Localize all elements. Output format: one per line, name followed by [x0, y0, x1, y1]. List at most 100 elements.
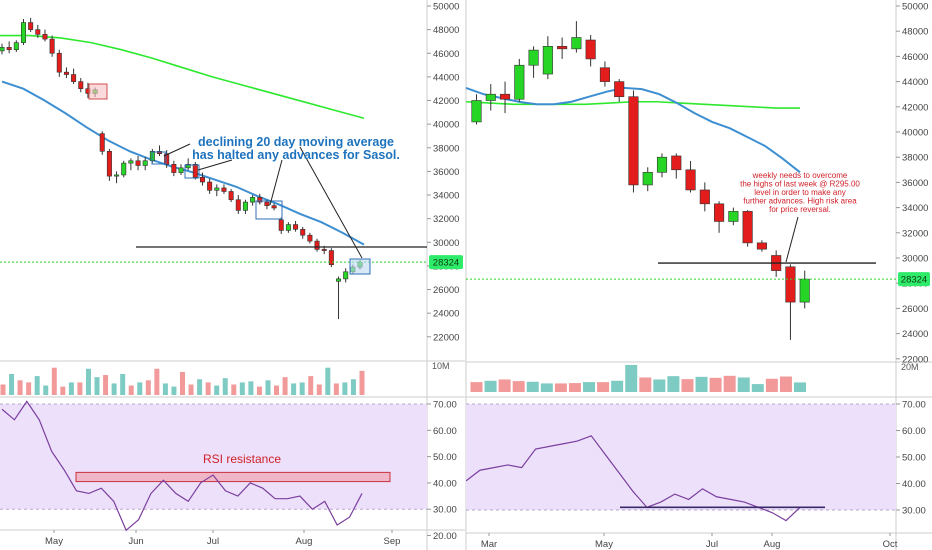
- candle-body: [756, 242, 767, 250]
- price-tick-label: 48000: [902, 27, 928, 38]
- volume-bar: [197, 379, 203, 395]
- rsi-tick-label: 70.00: [902, 400, 926, 411]
- volume-bar: [26, 382, 32, 395]
- volume-bar: [751, 384, 764, 392]
- highlight-box: [255, 200, 283, 220]
- current-price-tag: [898, 272, 930, 287]
- candle-body: [685, 169, 696, 191]
- candle-body: [13, 42, 19, 51]
- candle-body: [271, 205, 277, 209]
- price-tick-label: 24000: [902, 329, 928, 340]
- volume-bar: [723, 375, 736, 392]
- volume-bar: [583, 382, 596, 392]
- annotation-text: weekly needs to overcome the highs of las…: [740, 171, 860, 214]
- volume-bar: [120, 374, 126, 395]
- volume-bar: [274, 385, 280, 395]
- volume-bar: [85, 368, 91, 395]
- price-tick-label: 34000: [433, 191, 459, 202]
- price-tick-label: 32000: [902, 228, 928, 239]
- candle-body: [20, 22, 26, 43]
- rsi-band: [466, 404, 896, 510]
- volume-bar: [94, 377, 100, 395]
- price-tick-label: 26000: [902, 304, 928, 315]
- volume-bar: [625, 364, 638, 392]
- volume-bar: [188, 384, 194, 395]
- candle-body: [250, 197, 256, 203]
- highlight-box: [88, 83, 108, 100]
- volume-bar: [239, 382, 245, 395]
- ma200-line: [0, 34, 365, 120]
- volume-bar: [316, 384, 322, 395]
- rsi-tick-label: 50.00: [433, 452, 457, 463]
- candle-body: [63, 71, 69, 75]
- annotation-line: weekly needs to overcome: [752, 171, 848, 180]
- candle-body: [264, 201, 270, 206]
- annotation-line: declining 20 day moving average: [198, 135, 394, 149]
- annotation-pointer: [163, 143, 191, 157]
- current-price-tag: [429, 255, 463, 270]
- price-tick-label: 22000: [433, 332, 459, 343]
- annotation-pointer: [785, 216, 799, 263]
- volume-bar: [265, 380, 271, 395]
- date-tick-label: Jul: [706, 539, 718, 550]
- date-tick-label: Mar: [481, 539, 497, 550]
- date-tick-label: May: [595, 539, 613, 550]
- candle-body: [599, 67, 610, 82]
- candle-body: [164, 153, 170, 165]
- date-tick-label: Aug: [764, 539, 781, 550]
- volume-bar: [325, 367, 331, 395]
- candle-body: [628, 96, 639, 186]
- price-tick-label: 42000: [902, 102, 928, 113]
- volume-bar: [154, 368, 160, 395]
- date-tick-label: Aug: [296, 536, 313, 547]
- rsi-tick-label: 70.00: [433, 400, 457, 411]
- candle-body: [343, 271, 349, 280]
- candle-body: [656, 156, 668, 173]
- candle-body: [114, 174, 120, 177]
- volume-bar: [681, 379, 694, 392]
- candle-body: [514, 64, 525, 100]
- candle-body: [142, 160, 148, 166]
- volume-bar: [779, 376, 792, 392]
- candle-body: [0, 47, 5, 52]
- volume-bar: [162, 383, 168, 395]
- volume-bar: [282, 377, 288, 395]
- volume-bar: [342, 382, 348, 395]
- weekly-chart-panel: 50000 48000 46000 44000 42000 40000 38000 36000…: [465, 0, 932, 550]
- price-tick-label: 22000: [902, 354, 928, 365]
- price-tick-label: 50000: [902, 2, 928, 13]
- price-tick-label: 48000: [433, 25, 459, 36]
- candle-body: [106, 151, 112, 177]
- price-tick-label: 24000: [433, 309, 459, 320]
- annotation-pointer: [299, 146, 363, 259]
- date-tick-label: Jul: [207, 536, 219, 547]
- rsi-line: [1, 400, 363, 532]
- volume-bar: [359, 370, 365, 395]
- price-tick-label: 46000: [433, 49, 459, 60]
- candle-body: [121, 162, 127, 176]
- candle-body: [585, 39, 596, 60]
- volume-bar: [145, 380, 151, 395]
- candle-body: [799, 278, 810, 303]
- volume-bar: [34, 376, 40, 395]
- ma20-line: [1, 80, 365, 246]
- volume-bar: [256, 386, 262, 395]
- price-tick-label: 50000: [433, 2, 459, 13]
- candle-body: [42, 34, 48, 40]
- candle-body: [221, 187, 227, 192]
- candle-body: [300, 228, 306, 236]
- candle-body: [99, 133, 105, 152]
- volume-bar: [737, 377, 750, 392]
- volume-bar: [526, 381, 539, 392]
- annotation-pointer: [197, 159, 233, 171]
- volume-bar: [77, 382, 83, 395]
- candle-body: [671, 155, 682, 171]
- price-tick-label: 36000: [902, 178, 928, 189]
- candle-body: [785, 266, 796, 303]
- volume-bar: [103, 375, 109, 395]
- candle-body: [714, 203, 725, 222]
- candle-body: [6, 47, 12, 51]
- candle-body: [542, 46, 553, 75]
- volume-bar: [667, 376, 680, 392]
- candle-body: [28, 22, 34, 30]
